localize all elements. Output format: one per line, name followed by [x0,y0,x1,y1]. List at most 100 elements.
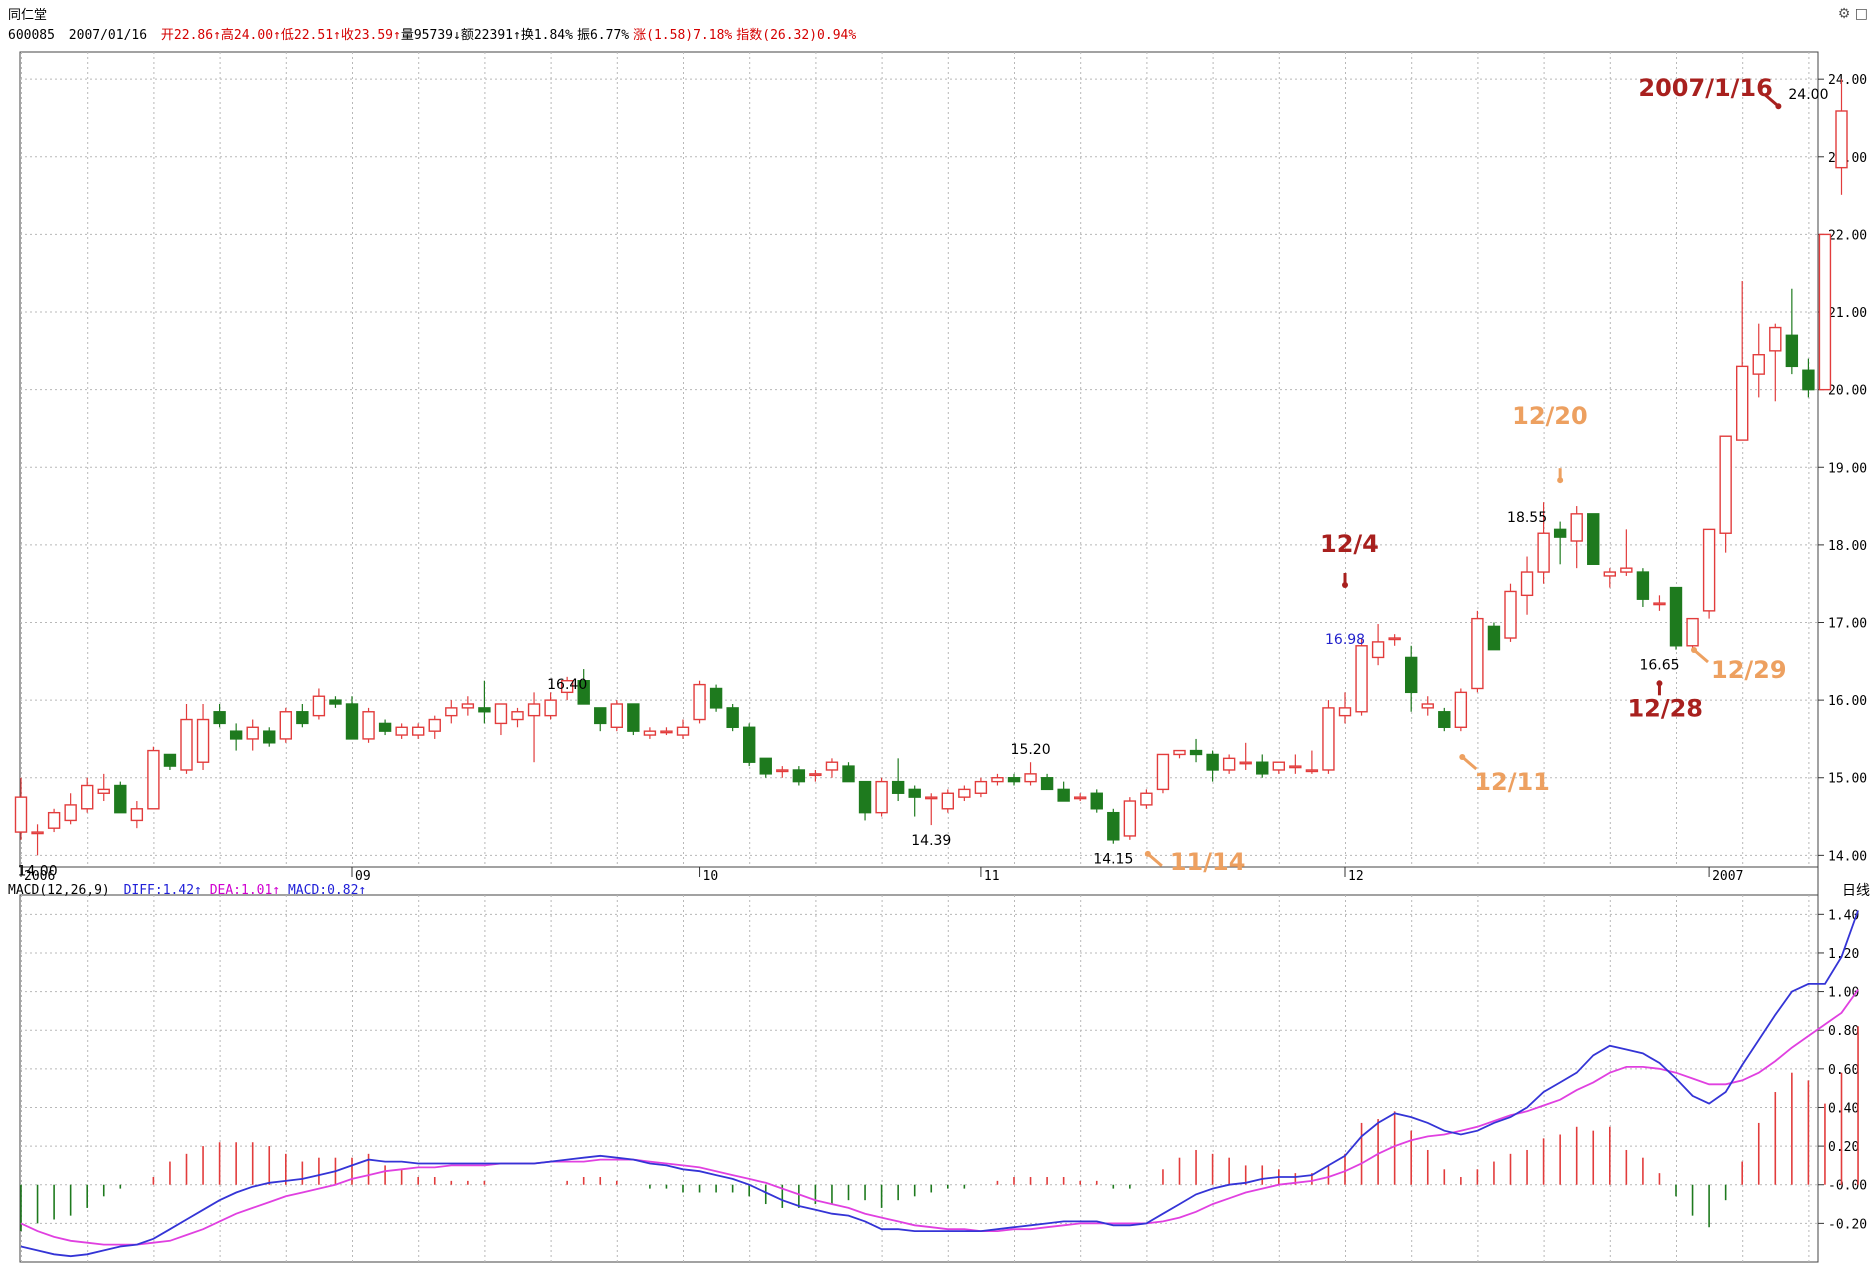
price-axis-label: 20.00 [1828,384,1867,399]
candle-body [213,711,226,725]
candle-body [1620,567,1633,573]
annotation-label: 2007/1/16 [1638,74,1772,102]
candle-body [478,707,491,713]
date-axis-label: 2007 [1712,869,1743,884]
annotation-arrow-head [1775,103,1782,110]
candle-body [1487,625,1501,651]
price-panel-frame [19,51,1819,868]
candle-body [1090,792,1103,810]
settings-icon[interactable]: ⚙ [1837,6,1851,22]
candle-body [1421,703,1434,709]
candle-body [246,726,259,740]
annotation-label: 12/29 [1711,656,1787,684]
close-value: 23.59 [353,28,394,43]
macd-axis-label: 0.40 [1828,1101,1859,1116]
candle-body [627,703,640,732]
candle-body [461,703,475,709]
annotation-label: 12/28 [1627,694,1703,722]
macd-macd-value: MACD:0.82↑ [287,883,367,898]
candle-body [743,726,756,763]
candle-body [378,722,392,732]
price-extreme-label: 14.00 [18,863,58,879]
period-label[interactable]: 日线 [1842,883,1870,899]
candle-body [1735,365,1749,441]
macd-axis-label: 1.40 [1828,908,1859,923]
candle-body [511,711,524,721]
candle-body [1769,326,1782,352]
annotation-arrow-head [1342,581,1348,588]
quote-date: 2007/01/16 [68,28,148,43]
price-extreme-label: 24.00 [1788,87,1828,103]
candle-body [1189,749,1203,756]
candle-body [660,730,673,734]
candle-body [1173,749,1186,756]
candle-body [842,765,855,783]
candle-body [114,784,127,814]
candle-body [1603,571,1617,577]
candle-body [1785,334,1799,368]
annotation-label: 12/20 [1512,402,1588,430]
candle-body [1835,110,1848,169]
candle-body [991,777,1004,783]
candle-body [1669,586,1683,647]
candle-body [941,792,954,810]
macd-axis-label: 0.20 [1828,1140,1859,1155]
price-extreme-label: 15.20 [1011,742,1051,758]
stock-name: 同仁堂 [8,8,48,23]
candle-body [1388,637,1401,641]
candle-body [759,757,772,775]
window-controls[interactable]: ⚙ □ [1838,6,1868,22]
price-axis-label: 19.00 [1828,461,1867,476]
macd-axis-label: 0.60 [1828,1063,1859,1078]
price-extreme-label: 16.40 [547,677,587,693]
annotation-arrow-head [1144,850,1151,857]
candle-body [362,711,375,740]
candle-body [1636,571,1650,600]
candle-body [643,730,657,736]
candle-body [594,707,607,725]
maximize-icon[interactable]: □ [1854,6,1868,22]
candle-body [1570,513,1583,542]
annotation-arrow-head [1691,647,1697,654]
high-value: 24.00 [233,28,274,43]
candle-body [428,718,441,732]
price-axis-label: 16.00 [1828,694,1867,709]
candle-body [1206,753,1219,771]
candle-body [1587,513,1600,565]
quote-summary: 600085 2007/01/16 开22.86↑高24.00↑低22.51↑收… [8,28,857,43]
candle-body [229,730,243,740]
macd-axis-label: 1.00 [1828,986,1859,1001]
candle-body [1040,777,1054,791]
candle-body [494,703,508,725]
candle-body [1438,711,1451,728]
candle-body [312,695,326,717]
candle-body [1719,435,1732,534]
candle-body [577,680,590,705]
annotation-arrow [1461,755,1478,771]
candle-body [97,788,110,794]
candle-body [825,761,839,771]
low-value: 22.51 [293,28,334,43]
candle-body [925,796,938,800]
index-value: (26.32)0.94% [762,28,857,43]
price-extreme-label: 16.65 [1639,658,1679,674]
candle-body [163,753,177,767]
candle-body [693,683,706,721]
candle-body [1818,233,1832,391]
candle-body [1553,528,1567,538]
annotation-label: 11/14 [1170,848,1246,876]
candle-body [974,780,988,794]
candle-body [395,726,408,736]
date-axis-label: 2006 [24,869,55,884]
macd-axis-label: -0.20 [1828,1217,1867,1232]
candle-body [47,811,61,829]
stock-code: 600085 [8,28,55,43]
dea-line [20,989,1859,1246]
candle-body [412,726,425,736]
candle-body [1024,773,1037,783]
annotation-arrow-head [1656,680,1663,687]
candle-body [1322,707,1335,771]
macd-panel-frame [19,894,1819,1263]
candle-body [908,788,921,798]
candle-body [1057,788,1070,802]
